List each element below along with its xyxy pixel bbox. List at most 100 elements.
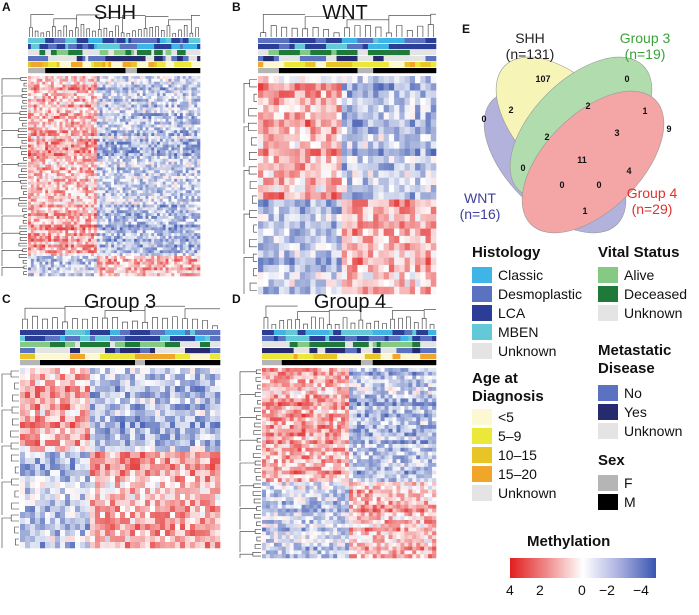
legend-sex-swatch [598, 475, 618, 491]
annotation-tracks [258, 38, 437, 74]
venn-count-shh-group3: 2 [585, 101, 591, 111]
heatmap-cells [262, 368, 437, 559]
venn-count-shh-wnt-group4: 0 [596, 180, 602, 190]
column-dendrogram [260, 13, 436, 37]
legend-age-item: <5 [472, 408, 514, 426]
legend-age-title: Age at Diagnosis [472, 370, 544, 405]
legend-histology-title: Histology [472, 244, 541, 261]
venn-count-wnt-group3-group4: 0 [559, 180, 565, 190]
venn-count-group3-group4: 1 [642, 106, 648, 116]
heatmap-shh [1, 14, 201, 277]
venn-set-group4 [521, 90, 665, 234]
colorbar-tick-5: −4 [633, 582, 649, 598]
heatmap-cells [20, 368, 221, 549]
colorbar-tick-3: 0 [578, 582, 586, 598]
legend-age-swatch [472, 447, 492, 463]
venn-count-wnt-group3: 0 [520, 163, 526, 173]
venn-label-shh: SHH (n=131) [505, 30, 555, 62]
legend-histology-item: Desmoplastic [472, 285, 582, 303]
legend-sex-title: Sex [598, 452, 625, 469]
column-dendrogram [29, 14, 200, 37]
legend-metastatic-item: No [598, 384, 642, 402]
legend-age-item: Unknown [472, 484, 556, 502]
legend-histology-swatch [472, 324, 492, 340]
legend-sex-swatch [598, 494, 618, 510]
venn-count-shh-only: 107 [535, 74, 551, 84]
venn-count-group3-only: 0 [624, 74, 630, 84]
venn-count-shh-wnt-group3: 2 [544, 132, 550, 142]
legend-age-label: Unknown [498, 485, 557, 501]
legend-histology-swatch [472, 286, 492, 302]
legend-histology-item: Classic [472, 266, 543, 284]
annotation-tracks [28, 38, 201, 74]
annotation-tracks [262, 330, 437, 366]
legend-age-item: 15–20 [472, 465, 537, 483]
heatmap-group4 [239, 305, 437, 559]
venn-diagram [483, 56, 665, 234]
venn-label-group4: Group 4 (n=29) [626, 185, 678, 217]
legend-vital-item: Unknown [598, 304, 682, 322]
legend-histology-label: MBEN [498, 324, 539, 340]
colorbar-tick-4: −2 [599, 582, 615, 598]
heatmap-cells [28, 76, 201, 277]
panel-letter-a: A [2, 0, 11, 14]
legend-vital-swatch [598, 286, 618, 302]
legend-sex-label: M [624, 494, 636, 510]
venn-count-shh-wnt: 2 [508, 105, 514, 115]
annotation-tracks [20, 330, 221, 366]
venn-count-shh-group3-group4: 3 [614, 128, 620, 138]
legend-vital-title: Vital Status [598, 244, 680, 261]
heatmap-title-wnt: WNT [322, 2, 368, 24]
legend-age-swatch [472, 428, 492, 444]
legend-histology-label: Unknown [498, 343, 557, 359]
venn-count-group4-only: 9 [666, 124, 672, 134]
legend-metastatic-item: Unknown [598, 422, 682, 440]
venn-count-all: 11 [577, 155, 587, 165]
heatmap-title-group3: Group 3 [83, 291, 157, 313]
venn-label-wnt: WNT (n=16) [459, 190, 501, 222]
legend-metastatic-label: Unknown [624, 423, 683, 439]
legend-age-label: 15–20 [498, 466, 537, 482]
legend-histology-swatch [472, 305, 492, 321]
legend-sex-item: F [598, 474, 633, 492]
legend-vital-swatch [598, 267, 618, 283]
legend-age-swatch [472, 409, 492, 425]
venn-count-shh-group4: 4 [626, 166, 632, 176]
legend-metastatic-swatch [598, 404, 618, 420]
legend-age-label: 10–15 [498, 447, 537, 463]
row-dendrogram [243, 79, 257, 294]
colorbar-tick-1: 4 [506, 582, 514, 598]
legend-vital-label: Deceased [624, 286, 688, 302]
legend-metastatic-label: No [624, 385, 642, 401]
column-dendrogram [263, 305, 436, 329]
legend-histology-label: LCA [498, 305, 526, 321]
legend-metastatic-swatch [598, 385, 618, 401]
heatmap-group3 [1, 305, 221, 549]
legend-histology-label: Classic [498, 267, 544, 283]
legend-age-item: 10–15 [472, 446, 537, 464]
heatmap-cells [258, 76, 437, 295]
legend-vital-item: Deceased [598, 285, 687, 303]
colorbar-gradient [510, 558, 656, 578]
legend-sex-label: F [624, 475, 633, 491]
panel-letter-e: E [462, 22, 471, 36]
legend-sex-item: M [598, 493, 636, 511]
row-dendrogram [1, 370, 19, 548]
legend-age-label: 5–9 [498, 428, 522, 444]
legend-histology-swatch [472, 267, 492, 283]
legend-age-swatch [472, 466, 492, 482]
column-dendrogram [22, 305, 220, 329]
legend-histology-label: Desmoplastic [498, 286, 583, 302]
heatmap-title-shh: SHH [93, 2, 137, 24]
heatmap-wnt [243, 13, 437, 295]
row-dendrogram [1, 77, 27, 276]
colorbar-tick-2: 2 [536, 582, 544, 598]
legend-histology-item: Unknown [472, 342, 556, 360]
panel-letter-c: C [2, 292, 11, 306]
legend-metastatic-item: Yes [598, 403, 647, 421]
legend-histology-item: LCA [472, 304, 525, 322]
panel-letter-d: D [232, 292, 241, 306]
colorbar-title: Methylation [527, 533, 611, 550]
legend-vital-item: Alive [598, 266, 654, 284]
